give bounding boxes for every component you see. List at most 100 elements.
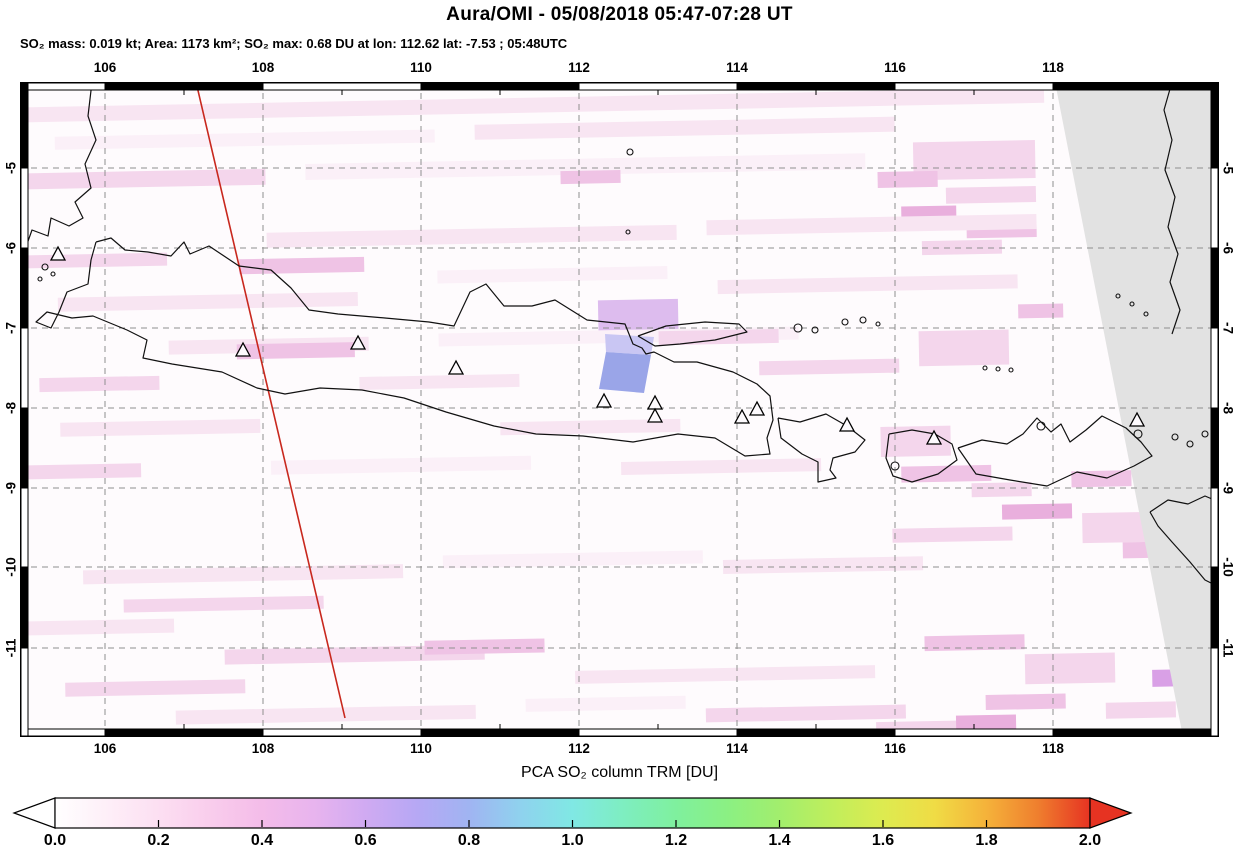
so2-pixel-patch — [1001, 503, 1073, 520]
volcano-marker — [925, 429, 943, 445]
volcano-marker — [49, 245, 67, 261]
islet-outline — [41, 263, 49, 271]
map-border-segment — [1052, 82, 1219, 91]
so2-pixel-patch — [892, 526, 1013, 543]
coastline — [1163, 82, 1181, 335]
coastline — [20, 82, 97, 245]
lat-tick-label: -10 — [3, 557, 19, 577]
volcano-marker — [748, 400, 766, 416]
so2-pixel-patch — [955, 714, 1017, 730]
lat-tick-label: -8 — [3, 401, 19, 415]
so2-pixel-patch — [224, 644, 485, 665]
so2-pixel-patch — [706, 213, 1037, 236]
map-border-segment — [20, 647, 29, 737]
lat-tick-label: -7 — [1220, 321, 1236, 335]
islet-outline — [1129, 301, 1135, 307]
coastline — [957, 415, 1153, 487]
so2-pixel-patch — [239, 256, 365, 275]
coastline — [777, 413, 866, 483]
lon-tick-label: 116 — [884, 741, 906, 756]
islet-outline — [1133, 429, 1143, 439]
so2-pixel-patch — [305, 153, 866, 180]
volcano-marker — [733, 408, 751, 424]
so2-pixel-patch — [912, 139, 1036, 181]
volcano-marker — [595, 392, 613, 408]
stats-line: SO₂ mass: 0.019 kt; Area: 1173 km²; SO₂ … — [20, 36, 568, 51]
volcano-marker — [646, 407, 664, 423]
so2-plume — [599, 352, 651, 393]
so2-pixel-patch — [877, 170, 938, 189]
no-data-region — [1055, 82, 1219, 737]
islet-outline — [1201, 430, 1209, 438]
so2-pixel-patch — [442, 550, 703, 569]
islet-outline — [37, 276, 43, 282]
lat-tick-label: -5 — [1220, 161, 1236, 175]
lon-tick-label: 118 — [1042, 60, 1064, 75]
colorbar-tick-label: 1.8 — [975, 832, 998, 849]
map-border-segment — [1210, 647, 1219, 737]
so2-pixel-patch — [500, 418, 681, 436]
so2-pixel-patch — [945, 185, 1037, 204]
colorbar-tick-label: 0.2 — [147, 832, 170, 849]
so2-pixel-patch — [717, 274, 1018, 295]
so2-pixel-patch — [65, 679, 246, 697]
so2-pixel-patch — [236, 342, 355, 360]
lat-tick-label: -6 — [1220, 241, 1236, 255]
islet-outline — [1115, 293, 1121, 299]
islet-outline — [841, 318, 849, 326]
colorbar-tick-label: 0.0 — [43, 832, 67, 849]
so2-pixel-patch — [658, 328, 779, 346]
colorbar-tick-label: 1.4 — [768, 832, 791, 849]
islet-outline — [1036, 421, 1046, 431]
so2-pixel-patch — [918, 329, 1010, 367]
so2-pixel-patch — [921, 239, 1003, 256]
so2-pixel-patch — [1024, 652, 1116, 685]
map-border-segment — [1052, 728, 1219, 737]
islet-outline — [50, 271, 56, 277]
volcano-marker — [234, 341, 252, 357]
lon-tick-label: 112 — [568, 741, 590, 756]
lon-tick-label: 112 — [568, 60, 590, 75]
lon-tick-label: 110 — [410, 60, 432, 75]
so2-pixel-patch — [60, 418, 261, 437]
islet-outline — [1171, 433, 1179, 441]
so2-pixel-patch — [424, 638, 545, 655]
lat-tick-label: -11 — [3, 638, 19, 658]
islet-outline — [1008, 367, 1014, 373]
islet-outline — [793, 323, 803, 333]
so2-pixel-patch — [359, 373, 520, 390]
islet-outline — [626, 148, 634, 156]
colorbar-tick-label: 0.4 — [250, 832, 274, 849]
so2-pixel-patch — [39, 375, 160, 393]
coastline — [35, 237, 774, 457]
so2-pixel-patch — [759, 358, 900, 376]
lon-tick-label: 116 — [884, 60, 906, 75]
so2-pixel-patch — [1018, 303, 1064, 319]
lon-tick-label: 114 — [726, 741, 748, 756]
colorbar-tick-label: 1.2 — [664, 832, 688, 849]
volcano-marker — [1128, 411, 1146, 427]
so2-pixel-patch — [437, 266, 668, 284]
so2-pixel-patch — [597, 298, 679, 331]
lat-tick-label: -6 — [3, 241, 19, 255]
colorbar-tick-label: 1.0 — [561, 832, 584, 849]
islet-outline — [1186, 440, 1194, 448]
so2-pixel-patch — [20, 168, 266, 190]
plot-title: Aura/OMI - 05/08/2018 05:47-07:28 UT — [446, 4, 793, 25]
coastline — [637, 321, 748, 347]
so2-pixel-patch — [474, 116, 895, 140]
coastline — [885, 429, 958, 483]
islet-outline — [1143, 311, 1149, 317]
lon-tick-label: 108 — [251, 741, 275, 756]
so2-pixel-patch — [175, 704, 476, 725]
lat-tick-label: -9 — [1220, 481, 1236, 495]
so2-pixel-patch — [54, 129, 435, 150]
colorbar-title: PCA SO₂ column TRM [DU] — [520, 764, 719, 781]
so2-pixel-patch — [575, 665, 876, 684]
colorbar-tick-label: 0.6 — [354, 832, 377, 849]
so2-pixel-patch — [82, 564, 404, 585]
lat-tick-label: -7 — [3, 321, 19, 335]
so2-pixel-patch — [23, 618, 175, 636]
colorbar — [12, 797, 1133, 829]
